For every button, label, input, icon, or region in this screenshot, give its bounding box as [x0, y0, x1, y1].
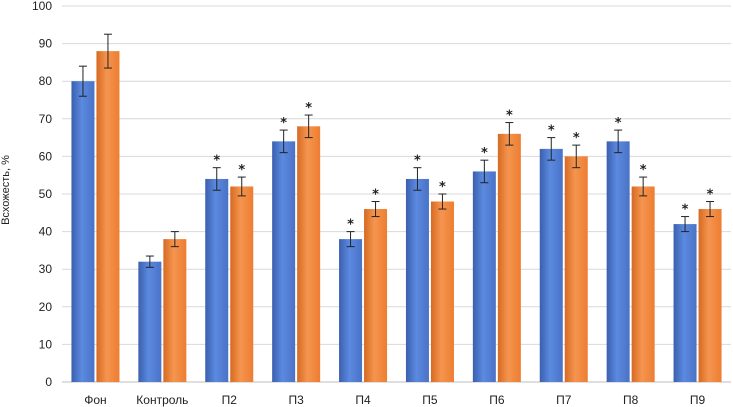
bar-1: [606, 141, 630, 382]
x-tick-label: П3: [288, 393, 304, 407]
significance-marker: *: [280, 116, 287, 131]
significance-marker: *: [347, 218, 354, 233]
x-tick-label: П7: [556, 393, 572, 407]
significance-marker: *: [682, 203, 689, 218]
bar-1: [539, 148, 563, 382]
significance-marker: *: [481, 146, 488, 161]
x-tick-label: П9: [690, 393, 706, 407]
bar-1: [71, 81, 95, 382]
y-tick-label: 20: [39, 300, 53, 314]
significance-marker: *: [238, 163, 245, 178]
y-tick-label: 10: [39, 337, 53, 351]
significance-marker: *: [414, 154, 421, 169]
y-tick-label: 40: [39, 225, 53, 239]
bar-2: [230, 186, 254, 382]
x-tick-label: П2: [222, 393, 238, 407]
y-tick-label: 100: [32, 0, 52, 13]
bar-1: [673, 224, 697, 382]
bar-1: [205, 178, 229, 382]
x-tick-label: Фон: [84, 393, 106, 407]
bars: * * * * * * * * * * * * * * * *: [71, 33, 722, 383]
bar-1: [272, 141, 296, 382]
significance-marker: *: [506, 109, 513, 124]
significance-marker: *: [548, 124, 555, 139]
bar-2: [163, 239, 187, 382]
bar-1: [472, 171, 496, 382]
bar-2: [297, 126, 321, 382]
y-axis-label: Всхожесть, %: [0, 155, 12, 225]
bar-2: [497, 133, 521, 382]
significance-marker: *: [439, 180, 446, 195]
y-tick-label: 0: [45, 375, 52, 389]
y-tick-label: 90: [39, 37, 53, 51]
significance-marker: *: [707, 188, 714, 203]
significance-marker: *: [213, 154, 220, 169]
gridlines: [62, 5, 731, 383]
y-tick-label: 60: [39, 149, 53, 163]
significance-marker: *: [372, 188, 379, 203]
bar-1: [339, 239, 363, 382]
bar-2: [631, 186, 655, 382]
x-tick-label: П6: [489, 393, 505, 407]
x-tick-label: П5: [422, 393, 438, 407]
bar-2: [364, 209, 388, 382]
y-tick-label: 30: [39, 262, 53, 276]
bar-2: [564, 156, 588, 382]
y-tick-label: 70: [39, 112, 53, 126]
bar-1: [138, 261, 162, 382]
bar-1: [405, 178, 429, 382]
significance-marker: *: [640, 163, 647, 178]
bar-2: [698, 209, 722, 382]
bar-2: [430, 201, 454, 382]
x-tick-label: П8: [623, 393, 639, 407]
bar-2: [96, 51, 120, 383]
x-tick-label: П4: [355, 393, 371, 407]
y-tick-label: 50: [39, 187, 53, 201]
significance-marker: *: [305, 101, 312, 116]
significance-marker: *: [573, 131, 580, 146]
x-axis-ticks: Фон Контроль П2 П3 П4 П5 П6 П7 П8 П9: [84, 393, 705, 407]
y-tick-label: 80: [39, 74, 53, 88]
y-axis-ticks: 0 10 20 30 40 50 60 70 80 90 100: [32, 0, 52, 389]
significance-marker: *: [615, 116, 622, 131]
x-tick-label: Контроль: [136, 393, 188, 407]
